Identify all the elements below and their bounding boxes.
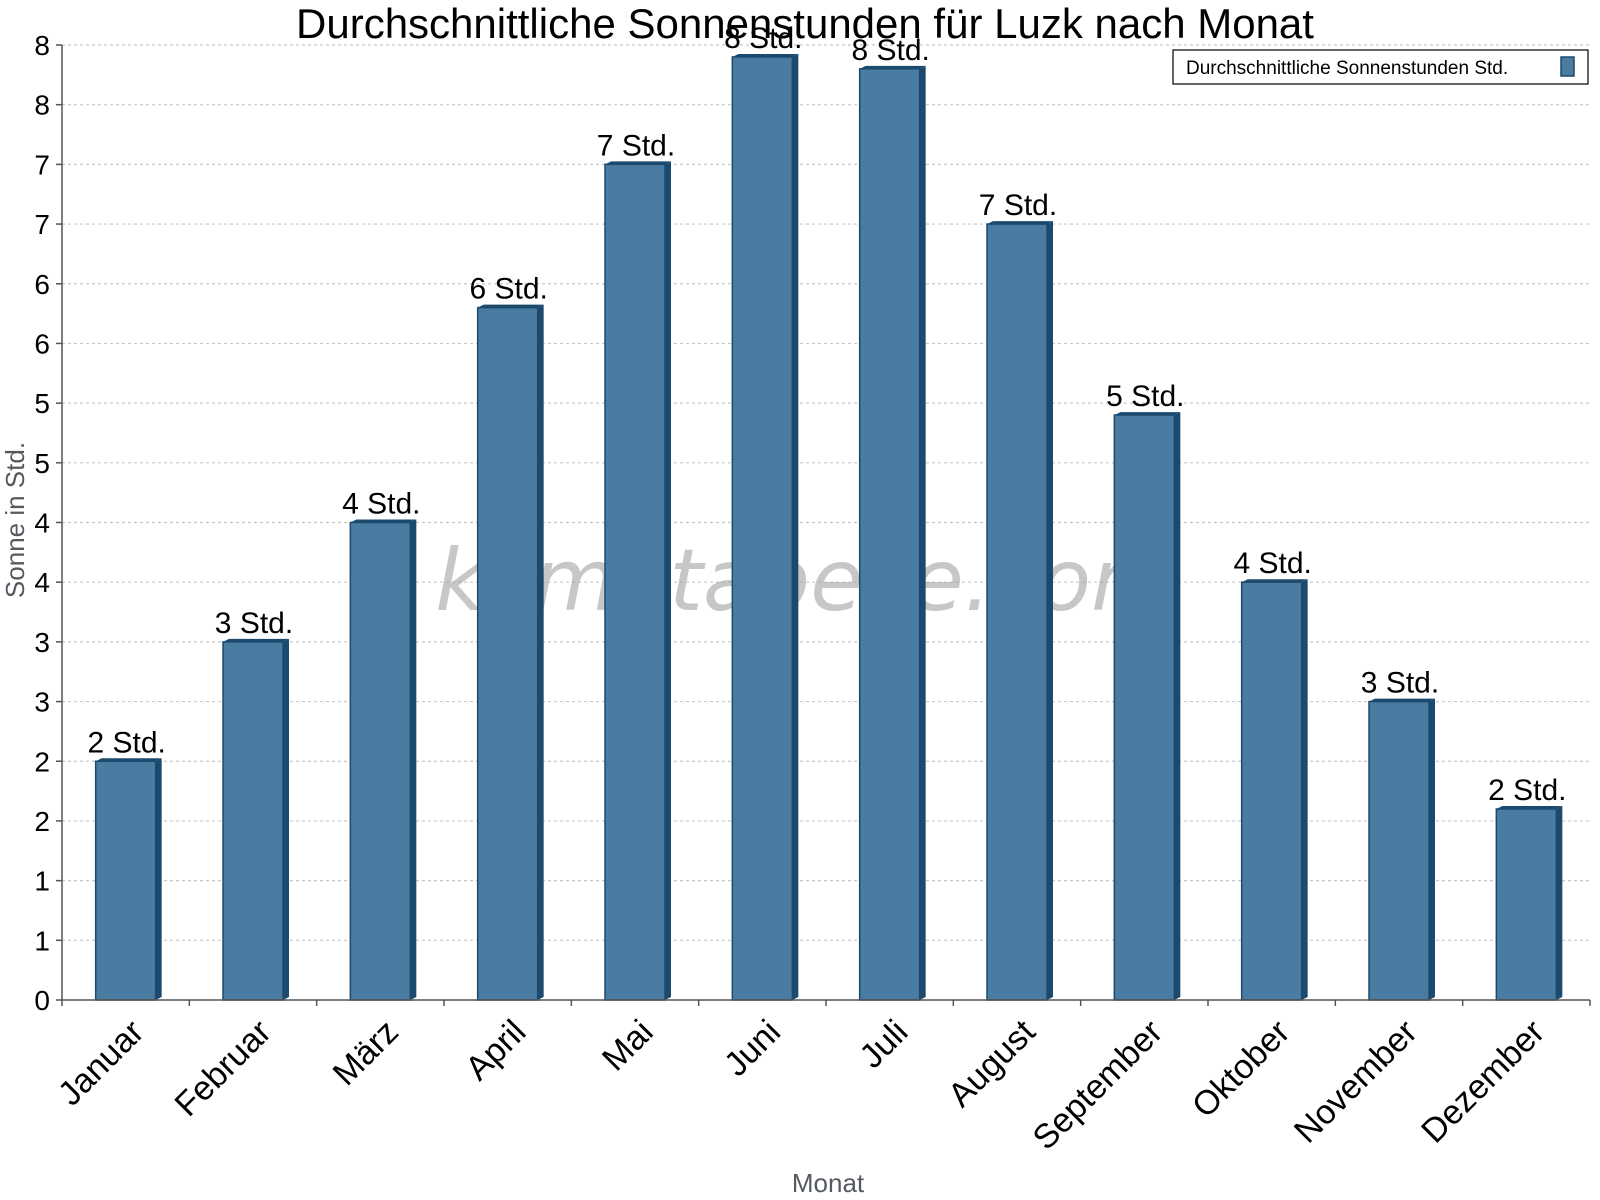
- data-label: 3 Std.: [1361, 667, 1439, 700]
- data-label: 2 Std.: [87, 726, 165, 759]
- data-label: 3 Std.: [215, 607, 293, 640]
- y-tick-label: 8: [34, 90, 50, 121]
- y-tick-label: 5: [34, 388, 50, 419]
- y-tick-label: 1: [34, 925, 50, 956]
- bar-mai: [604, 161, 671, 1001]
- bar-april: [476, 304, 544, 1001]
- x-tick-label: Dezember: [1414, 1013, 1552, 1151]
- data-label: 7 Std.: [979, 189, 1057, 222]
- watermark: klimatabelle.com: [435, 531, 1175, 631]
- bar-side: [1429, 698, 1435, 1000]
- y-tick-label: 1: [34, 866, 50, 897]
- data-label: 2 Std.: [1488, 774, 1566, 807]
- x-tick-label: November: [1287, 1013, 1425, 1151]
- grid-lines: [62, 44, 1590, 941]
- x-tick-label: April: [458, 1013, 533, 1088]
- y-tick-label: 0: [34, 985, 50, 1016]
- bar-februar: [222, 638, 289, 1001]
- bar-side: [1047, 221, 1053, 1000]
- y-tick-label: 2: [34, 806, 50, 837]
- legend-swatch: [1560, 56, 1575, 77]
- y-tick-label: 4: [34, 508, 50, 539]
- bar-front: [1240, 581, 1303, 1001]
- data-label: 8 Std.: [724, 22, 802, 55]
- x-axis-title: Monat: [792, 1168, 865, 1198]
- bar-november: [1368, 698, 1435, 1001]
- bar-side: [283, 638, 289, 1000]
- bar-side: [1174, 412, 1181, 1000]
- y-tick-label: 6: [34, 328, 50, 359]
- y-tick-label: 3: [34, 627, 50, 658]
- y-tick-label: 6: [34, 269, 50, 300]
- y-tick-label: 3: [34, 687, 50, 718]
- data-label: 7 Std.: [597, 129, 675, 162]
- bar-front: [986, 223, 1048, 1001]
- y-axis-title: Sonne in Std.: [0, 442, 30, 598]
- bar-front: [349, 521, 412, 1001]
- y-tick-label: 2: [34, 746, 50, 777]
- bar-front: [94, 760, 157, 1001]
- bar-side: [1556, 806, 1563, 1000]
- y-tick-label: 7: [34, 149, 50, 180]
- x-tick-label: Februar: [168, 1013, 279, 1124]
- y-tick-label: 8: [34, 30, 50, 61]
- bar-august: [986, 221, 1053, 1001]
- bar-juni: [731, 53, 799, 1001]
- x-tick-label: Mai: [595, 1013, 661, 1079]
- y-tick-label: 7: [34, 209, 50, 240]
- legend-label: Durchschnittliche Sonnenstunden Std.: [1186, 58, 1508, 79]
- bar-side: [792, 53, 799, 1000]
- bar-front: [1113, 414, 1176, 1001]
- bar-front: [1368, 700, 1430, 1001]
- bar-side: [665, 161, 671, 1000]
- bar-januar: [94, 758, 162, 1001]
- chart-title: Durchschnittliche Sonnenstunden für Luzk…: [296, 0, 1314, 47]
- bar-side: [537, 304, 544, 1000]
- y-tick-label: 4: [34, 567, 50, 598]
- bar-oktober: [1240, 579, 1308, 1001]
- legend-box: [1172, 49, 1589, 85]
- data-label: 4 Std.: [342, 488, 420, 521]
- data-labels: 2 Std. 3 Std. 4 Std. 6 Std. 7 Std. 8 Std. 8 St…: [87, 22, 1566, 807]
- bar-juli: [858, 65, 926, 1001]
- x-tick-label: Juli: [852, 1013, 915, 1076]
- bar-märz: [349, 519, 417, 1001]
- x-tick-label: August: [941, 1012, 1043, 1114]
- bar-front: [1495, 808, 1558, 1001]
- x-tick-label: Juni: [717, 1013, 788, 1084]
- bar-front: [222, 641, 284, 1001]
- bar-side: [410, 519, 417, 1000]
- bar-september: [1113, 412, 1181, 1001]
- x-tick-label: März: [326, 1013, 406, 1093]
- bar-front: [731, 56, 794, 1001]
- data-label: 8 Std.: [851, 34, 929, 67]
- data-label: 4 Std.: [1233, 547, 1311, 580]
- bar-dezember: [1495, 806, 1563, 1001]
- legend: Durchschnittliche Sonnenstunden Std.: [1172, 49, 1589, 85]
- data-label: 5 Std.: [1106, 380, 1184, 413]
- bar-front: [476, 306, 539, 1001]
- bar-side: [155, 758, 162, 1000]
- data-label: 6 Std.: [469, 273, 547, 306]
- x-tick-label: September: [1026, 1013, 1170, 1157]
- x-tick-label: Oktober: [1185, 1013, 1297, 1125]
- x-tick-label: Januar: [51, 1013, 151, 1113]
- bar-front: [858, 68, 921, 1001]
- bar-front: [604, 163, 666, 1001]
- y-tick-label: 5: [34, 448, 50, 479]
- bars: [94, 53, 1563, 1001]
- bar-side: [1301, 579, 1308, 1000]
- bar-side: [919, 65, 926, 1000]
